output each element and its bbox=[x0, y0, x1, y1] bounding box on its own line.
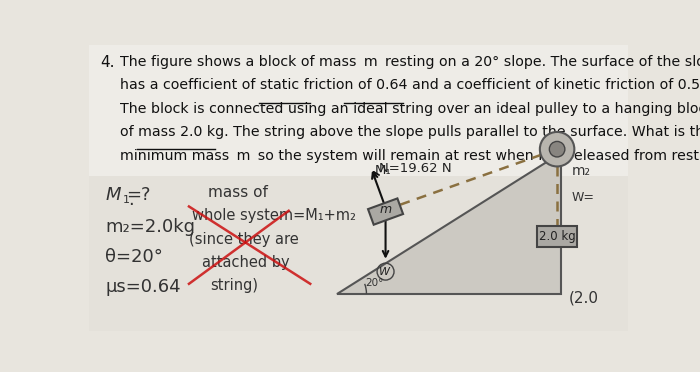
Text: W=: W= bbox=[572, 191, 595, 204]
Text: The figure shows a block of mass  m  resting on a 20° slope. The surface of the : The figure shows a block of mass m resti… bbox=[120, 55, 700, 69]
Text: 4.: 4. bbox=[100, 55, 115, 70]
Text: has a coefficient of static friction of 0.64 and a coefficient of kinetic fricti: has a coefficient of static friction of … bbox=[120, 78, 700, 92]
Bar bbox=[90, 45, 629, 176]
Text: m₂: m₂ bbox=[572, 164, 591, 178]
Text: m: m bbox=[379, 203, 391, 216]
Text: minimum mass  m  so the system will remain at rest when it is released from rest: minimum mass m so the system will remain… bbox=[120, 149, 700, 163]
Polygon shape bbox=[368, 198, 403, 225]
Text: (since they are: (since they are bbox=[189, 232, 299, 247]
Text: μs=0.64: μs=0.64 bbox=[106, 278, 181, 296]
Text: of mass 2.0 kg. The string above the slope pulls parallel to the surface. What i: of mass 2.0 kg. The string above the slo… bbox=[120, 125, 700, 139]
Text: 1: 1 bbox=[122, 195, 130, 205]
Text: =?: =? bbox=[126, 186, 150, 204]
Text: (2.0: (2.0 bbox=[569, 291, 599, 306]
Text: m₂=2.0kg: m₂=2.0kg bbox=[106, 218, 195, 235]
Text: attached by: attached by bbox=[202, 255, 290, 270]
Circle shape bbox=[540, 132, 575, 166]
Text: M₁: M₁ bbox=[375, 164, 391, 177]
Text: θ=20°: θ=20° bbox=[106, 248, 163, 266]
Bar bbox=[90, 176, 629, 331]
Text: M: M bbox=[106, 186, 121, 204]
Text: N=19.62 N: N=19.62 N bbox=[379, 162, 452, 175]
Text: whole system=M₁+m₂: whole system=M₁+m₂ bbox=[192, 208, 356, 222]
Text: mass of: mass of bbox=[208, 185, 267, 200]
Polygon shape bbox=[337, 154, 561, 294]
Text: .: . bbox=[128, 191, 134, 209]
Circle shape bbox=[550, 141, 565, 157]
Text: string): string) bbox=[211, 278, 258, 293]
Text: 2.0 kg: 2.0 kg bbox=[539, 230, 575, 243]
Text: The block is connected using an ideal string over an ideal pulley to a hanging b: The block is connected using an ideal st… bbox=[120, 102, 700, 116]
Text: W: W bbox=[379, 267, 391, 277]
Text: 20°: 20° bbox=[365, 278, 384, 288]
Bar bbox=[537, 226, 577, 247]
